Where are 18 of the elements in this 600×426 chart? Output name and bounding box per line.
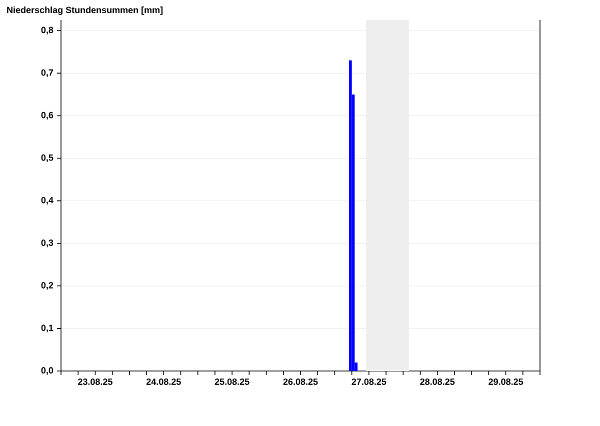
y-tick-label: 0,1	[41, 324, 54, 332]
x-tick-label: 23.08.25	[78, 378, 112, 385]
y-tick-label: 0,4	[41, 196, 54, 205]
chart-title: Niederschlag Stundensummen [mm]	[7, 6, 163, 15]
x-tick-label: 25.08.25	[214, 378, 250, 385]
x-tick-label: 27.08.25	[352, 378, 386, 385]
y-tick-label: 0,6	[41, 112, 54, 120]
y-tick-label: 0,5	[41, 154, 54, 162]
bar	[348, 60, 352, 371]
x-tick-label: 26.08.25	[283, 378, 318, 385]
y-tick-label: 0,3	[41, 240, 54, 248]
y-tick-label: 0,2	[41, 282, 54, 290]
y-tick-label: 0,8	[41, 26, 54, 34]
x-tick-label: 29.08.25	[488, 378, 524, 385]
y-tick-label: 0,0	[41, 367, 54, 375]
x-tick-label: 28.08.25	[420, 378, 455, 385]
x-tick-label: 24.08.25	[146, 378, 181, 385]
y-tick-label: 0,7	[41, 69, 54, 78]
